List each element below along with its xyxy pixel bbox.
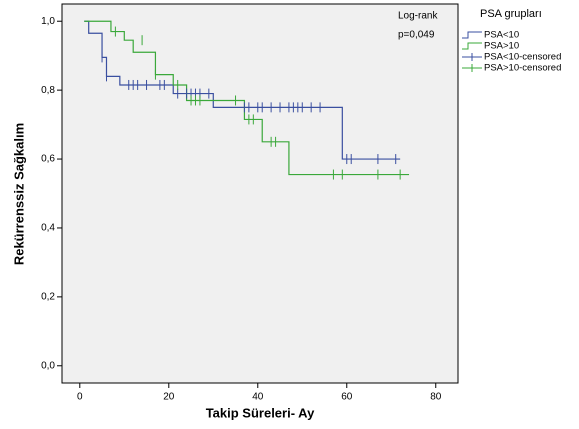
survival-curve xyxy=(84,20,410,176)
x-axis-label: Takip Süreleri- Ay xyxy=(206,405,315,420)
legend-title: PSA grupları xyxy=(480,8,542,20)
y-tick-label: 0,2 xyxy=(41,292,55,303)
y-tick-label: 0,4 xyxy=(41,223,55,234)
y-tick-label: 0,8 xyxy=(41,85,55,96)
legend-swatch xyxy=(462,31,482,39)
legend-label: PSA<10-censored xyxy=(484,52,561,63)
plot-area xyxy=(61,3,459,384)
x-tick-label: 40 xyxy=(252,392,264,403)
annotation: Log-rank xyxy=(398,11,438,22)
x-tick-label: 60 xyxy=(341,392,353,403)
legend-label: PSA>10-censored xyxy=(484,63,561,74)
legend-label: PSA<10 xyxy=(484,30,519,41)
y-axis-label: Rekürrenssiz Sağkalım xyxy=(11,123,26,265)
annotation: p=0,049 xyxy=(398,30,435,41)
x-tick-label: 0 xyxy=(77,392,83,403)
x-tick-label: 80 xyxy=(430,392,442,403)
legend-label: PSA>10 xyxy=(484,41,519,52)
x-tick-label: 20 xyxy=(163,392,175,403)
y-tick-label: 0,0 xyxy=(41,360,55,371)
survival-curve xyxy=(84,20,401,160)
y-tick-label: 0,6 xyxy=(41,154,55,165)
legend-swatch xyxy=(462,42,482,50)
y-tick-label: 1,0 xyxy=(41,16,55,27)
